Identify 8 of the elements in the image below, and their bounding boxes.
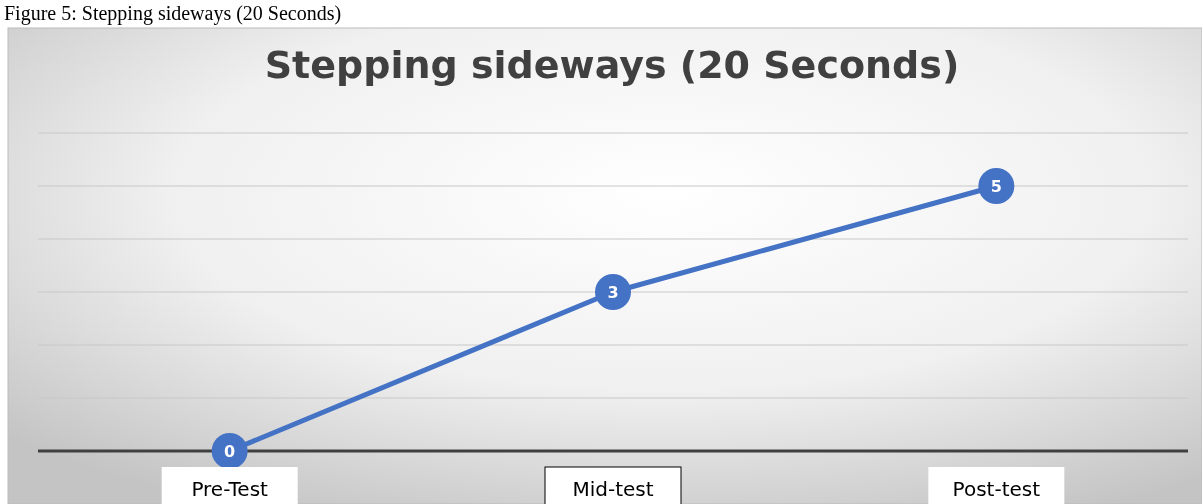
- data-label: 0: [224, 441, 236, 461]
- x-tick-label: Mid-test: [572, 477, 654, 501]
- data-label: 5: [990, 176, 1002, 196]
- chart-title: Stepping sideways (20 Seconds): [264, 43, 960, 87]
- x-tick-label: Post-test: [952, 477, 1041, 501]
- data-label: 3: [607, 282, 619, 302]
- x-tick-label: Pre-Test: [191, 477, 269, 501]
- caption: Figure 5: Stepping sideways (20 Seconds): [4, 2, 342, 25]
